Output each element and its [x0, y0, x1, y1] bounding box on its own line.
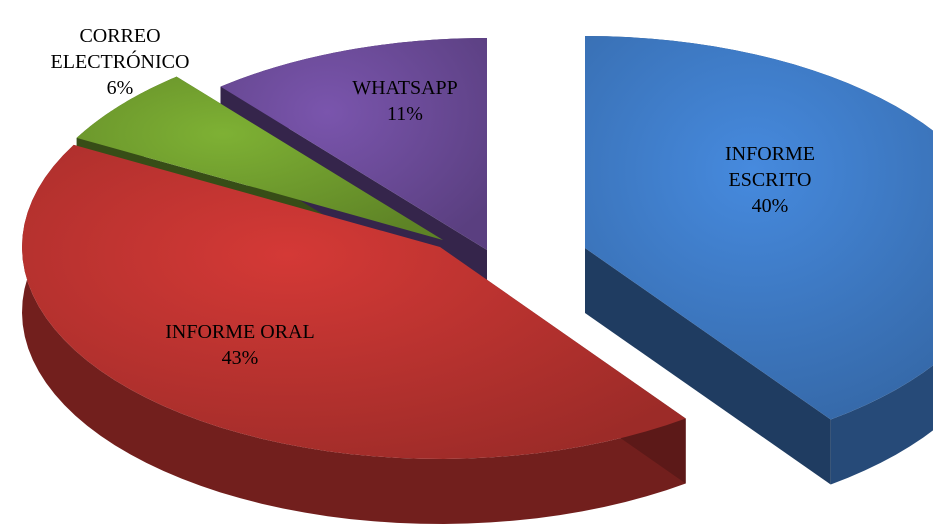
slice-label-informe-oral: INFORME ORAL 43%	[165, 321, 314, 369]
slice-wall-informe-escrito-1	[585, 248, 831, 485]
slice-tops-layer	[22, 36, 933, 459]
slice-informe-escrito	[585, 36, 933, 420]
slice-name-informe-escrito: INFORME	[725, 143, 815, 165]
slice-correo-electr-nico	[76, 76, 444, 241]
slice-name-informe-oral: INFORME ORAL	[165, 321, 314, 343]
slice-label-whatsapp: WHATSAPP 11%	[352, 77, 458, 125]
slice-labels-layer: INFORME ESCRITO 40% INFORME ORAL 43% CORREO EL…	[51, 25, 815, 369]
slice-label-correo-electr-nico: CORREO ELECTRÓNICO 6%	[51, 25, 190, 99]
slice-value-informe-escrito: 40%	[752, 195, 789, 217]
slice-value-informe-oral: 43%	[222, 347, 259, 369]
slice-label-informe-escrito: INFORME ESCRITO 40%	[725, 143, 815, 217]
slice-name-whatsapp: WHATSAPP	[352, 77, 458, 99]
slice-name-correo-electr-nico: ELECTRÓNICO	[51, 49, 190, 73]
slice-whatsapp	[220, 38, 488, 250]
slice-informe-oral	[22, 144, 686, 459]
slice-value-correo-electr-nico: 6%	[107, 77, 134, 99]
slice-value-whatsapp: 11%	[387, 103, 423, 125]
slice-name-informe-escrito: ESCRITO	[729, 169, 812, 191]
slice-name-correo-electr-nico: CORREO	[79, 25, 160, 47]
slice-side-informe-oral	[22, 144, 686, 524]
